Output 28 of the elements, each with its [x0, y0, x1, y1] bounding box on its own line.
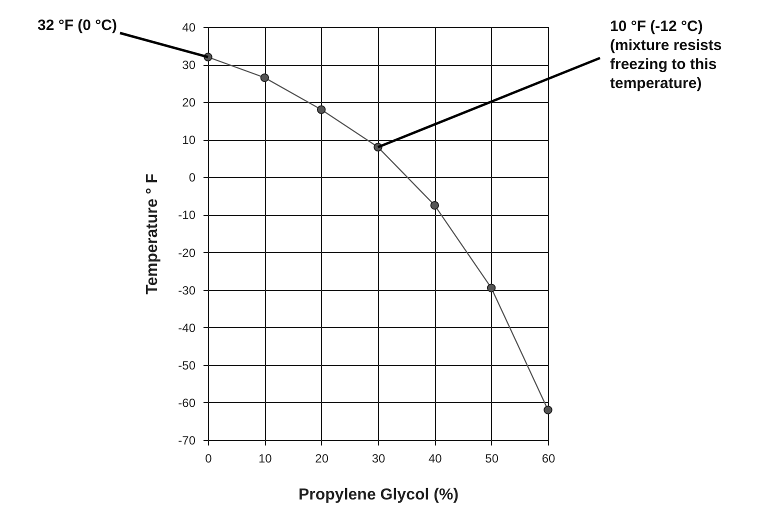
y-tick-label: 40 — [182, 20, 196, 34]
point — [544, 406, 552, 414]
x-tick-label: 10 — [258, 452, 272, 466]
y-tick-label: -70 — [178, 434, 196, 448]
x-tick-label: 50 — [485, 452, 499, 466]
y-tick-label: 20 — [182, 96, 196, 110]
x-tick-label: 60 — [542, 452, 556, 466]
point — [316, 105, 326, 114]
x-tick-label: 0 — [205, 452, 212, 466]
point — [260, 73, 270, 82]
y-tick-label: 0 — [188, 170, 196, 185]
annotation: 10 °F (-12 °C) (mixture resists freezing to this temperature) — [610, 18, 722, 92]
y-tick-label: -40 — [178, 320, 196, 335]
y-tick-label: -60 — [178, 396, 196, 410]
y-tick-label: -50 — [178, 358, 196, 372]
y-tick-label: -10 — [178, 208, 196, 222]
point — [486, 284, 496, 292]
x-axis-title: Propylene Glycol (%) — [298, 486, 459, 504]
y-tick-label: 10 — [182, 133, 196, 148]
x-tick-label: 30 — [372, 452, 386, 466]
y-tick-label: 30 — [182, 58, 196, 72]
x-tick-label: 20 — [315, 452, 329, 466]
annotation: 32 °F (0 °C) — [37, 17, 117, 34]
point — [430, 200, 440, 210]
x-tick-label: 40 — [428, 452, 442, 466]
y-axis-title: Temperature ° F — [144, 173, 162, 294]
y-tick-label: -20 — [178, 246, 196, 260]
y-tick-label: -30 — [178, 283, 196, 298]
